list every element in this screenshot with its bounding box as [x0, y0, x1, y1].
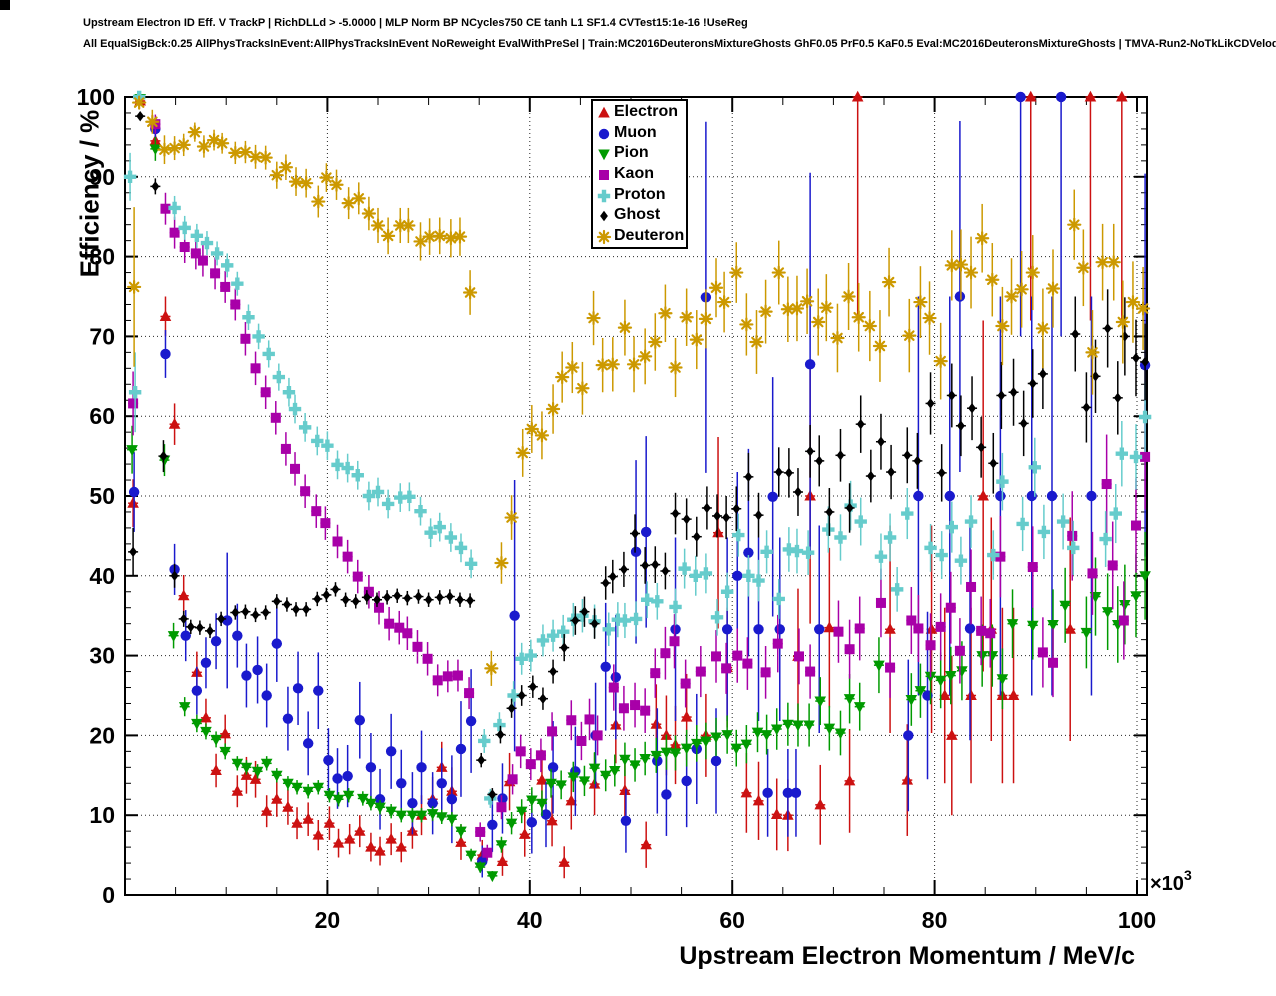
- legend-entry-deuteron: Deuteron: [595, 226, 686, 246]
- legend-label: Deuteron: [614, 226, 685, 244]
- legend-entry-electron: Electron: [595, 102, 686, 122]
- y-tick-label: 70: [89, 323, 115, 349]
- legend-entry-muon: Muon: [595, 123, 686, 143]
- y-tick-label: 40: [89, 563, 115, 589]
- electron-marker-icon: [598, 106, 610, 118]
- ghost-marker-icon: [600, 210, 608, 222]
- plot-title-line2: All EqualSigBck:0.25 AllPhysTracksInEven…: [83, 38, 1276, 50]
- proton-marker-icon: [597, 189, 611, 202]
- y-tick-label: 50: [89, 483, 115, 509]
- y-tick-label: 10: [89, 802, 115, 828]
- legend-label: Pion: [614, 144, 649, 162]
- legend: Electron Muon Pion Kaon Proton Ghost Deuteron: [591, 99, 688, 249]
- x-tick-label: 80: [922, 907, 948, 933]
- x-tick-label: 20: [315, 907, 341, 933]
- legend-label: Ghost: [614, 206, 661, 224]
- legend-label: Electron: [614, 103, 679, 121]
- canvas-corner-artifact: [0, 0, 10, 10]
- x-tick-label: 60: [719, 907, 745, 933]
- legend-label: Proton: [614, 185, 666, 203]
- series-electron: [127, 90, 1128, 879]
- x-tick-label: 40: [517, 907, 543, 933]
- kaon-marker-icon: [599, 169, 609, 180]
- series-proton: [123, 90, 1152, 809]
- plot-title: Upstream Electron ID Eff. V TrackP | Ric…: [83, 13, 1276, 55]
- legend-entry-ghost: Ghost: [595, 205, 686, 225]
- y-tick-label: 90: [89, 164, 115, 190]
- y-axis-title: Efficiency / %: [74, 109, 105, 278]
- x-axis-title: Upstream Electron Momentum / MeV/c: [679, 942, 1135, 970]
- x-axis-exponent: ×103: [1150, 867, 1192, 895]
- legend-entry-pion: Pion: [595, 143, 686, 163]
- x-tick-label: 100: [1118, 907, 1156, 933]
- series-deuteron: [127, 95, 1151, 686]
- legend-entry-proton: Proton: [595, 185, 686, 205]
- plot-title-line1: Upstream Electron ID Eff. V TrackP | Ric…: [83, 17, 748, 29]
- y-tick-label: 20: [89, 722, 115, 748]
- series-kaon: [128, 114, 1151, 861]
- series-ghost: [128, 110, 1149, 801]
- legend-label: Kaon: [614, 164, 654, 182]
- series-muon: [128, 91, 1151, 878]
- y-tick-label: 80: [89, 244, 115, 270]
- deuteron-marker-icon: [596, 229, 612, 244]
- legend-entry-kaon: Kaon: [595, 164, 686, 184]
- pion-marker-icon: [598, 149, 610, 161]
- y-tick-label: 30: [89, 643, 115, 669]
- legend-label: Muon: [614, 123, 657, 141]
- y-tick-label: 100: [77, 84, 115, 110]
- y-tick-label: 0: [102, 882, 115, 908]
- muon-marker-icon: [598, 128, 610, 140]
- y-tick-label: 60: [89, 403, 115, 429]
